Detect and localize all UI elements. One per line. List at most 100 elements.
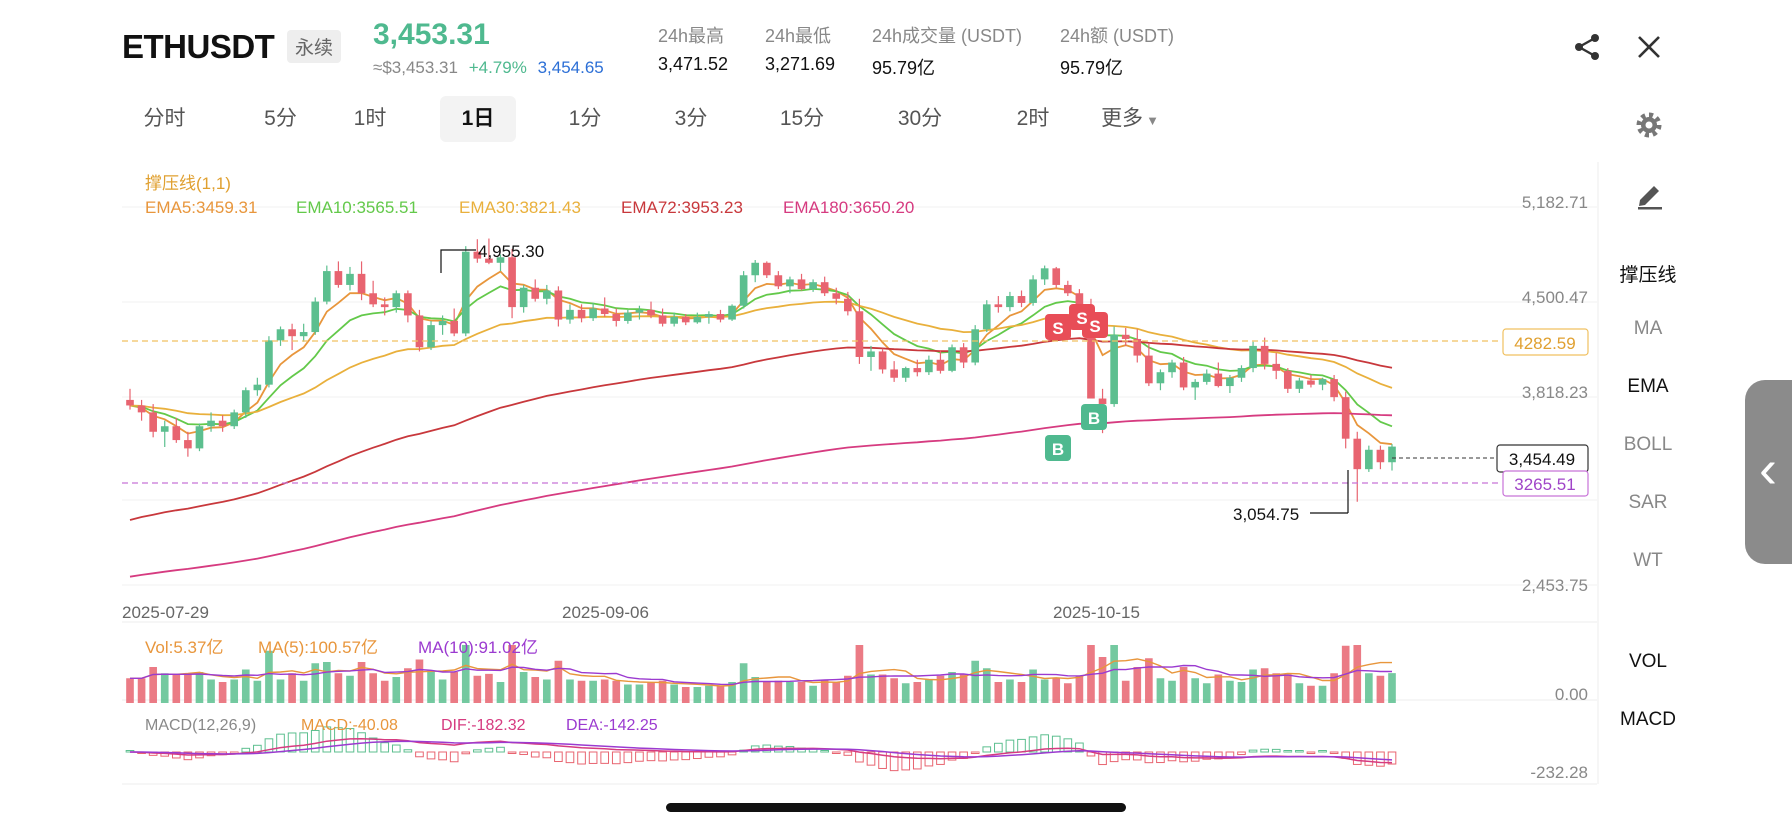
tab-15m[interactable]: 15分 bbox=[779, 107, 825, 130]
candle-body bbox=[994, 304, 1003, 308]
indicator-sar[interactable]: SAR bbox=[1628, 492, 1668, 513]
macd-bar bbox=[635, 751, 644, 762]
indicator-ema[interactable]: EMA bbox=[1627, 376, 1669, 397]
candle-body bbox=[612, 314, 621, 321]
volume-bar bbox=[994, 682, 1003, 703]
volume-bar bbox=[427, 670, 435, 703]
volume-ma-line bbox=[130, 664, 1392, 686]
candle-body bbox=[265, 340, 273, 385]
volume-bar bbox=[323, 662, 331, 703]
indicator-vol[interactable]: VOL bbox=[1628, 651, 1668, 672]
volume-bar bbox=[1075, 675, 1084, 703]
volume-bar bbox=[531, 677, 540, 703]
candle-body bbox=[1040, 268, 1049, 280]
candle-body bbox=[1283, 370, 1292, 389]
tab-1h[interactable]: 1时 bbox=[353, 107, 387, 130]
legend-ema: EMA180:3650.20 bbox=[783, 198, 914, 217]
side-drawer-handle[interactable]: ‹ bbox=[1745, 380, 1792, 564]
tab-5m[interactable]: 5分 bbox=[264, 107, 297, 130]
candle-body bbox=[427, 325, 435, 348]
candle-body bbox=[971, 329, 980, 363]
macd-bar bbox=[1387, 751, 1397, 765]
macd-bar bbox=[322, 726, 332, 753]
indicator-boll[interactable]: BOLL bbox=[1623, 434, 1673, 455]
candle-body bbox=[693, 316, 702, 323]
sell-signal bbox=[1045, 314, 1071, 340]
candle-body bbox=[890, 369, 898, 378]
pencil-icon[interactable] bbox=[1634, 178, 1666, 210]
macd-bar bbox=[1248, 749, 1258, 753]
volume-bar bbox=[1017, 682, 1026, 703]
tab-2h[interactable]: 2时 bbox=[1016, 107, 1050, 130]
indicator-ma[interactable]: MA bbox=[1633, 318, 1663, 339]
volume-bar bbox=[982, 668, 991, 703]
volume-bar bbox=[635, 684, 644, 703]
indicator-sr-line[interactable]: 撑压线 bbox=[1619, 265, 1677, 286]
candle-body bbox=[323, 271, 331, 302]
resistance-tag-label: 4282.59 bbox=[1514, 334, 1575, 353]
volume-bar bbox=[1283, 674, 1292, 703]
candle-body bbox=[1098, 398, 1107, 405]
volume-bar bbox=[392, 677, 401, 703]
sell-signal-label: S bbox=[1089, 317, 1100, 336]
date-axis-tick: 2025-07-29 bbox=[122, 603, 209, 622]
macd-bar bbox=[1329, 751, 1339, 754]
share-icon[interactable] bbox=[1570, 30, 1604, 64]
macd-bar bbox=[438, 751, 447, 761]
macd-bar bbox=[1075, 742, 1084, 753]
candle-body bbox=[728, 305, 736, 320]
stat-24h-low: 24h最低 3,271.69 bbox=[765, 22, 835, 75]
gear-icon[interactable] bbox=[1632, 108, 1666, 142]
volume-bar bbox=[485, 673, 493, 703]
candle-body bbox=[1052, 268, 1061, 285]
macd-bar bbox=[588, 751, 598, 764]
macd-bar bbox=[1283, 750, 1293, 753]
volume-bar bbox=[346, 675, 354, 703]
volume-bar bbox=[1179, 667, 1188, 703]
candle-body bbox=[589, 308, 597, 319]
candle-body bbox=[369, 293, 377, 305]
candle-body bbox=[450, 320, 459, 334]
candle-body bbox=[948, 347, 956, 371]
volume-bar bbox=[693, 687, 702, 703]
candle-body bbox=[913, 368, 922, 373]
volume-bar bbox=[670, 684, 678, 703]
macd-bar bbox=[912, 751, 922, 770]
price-axis-tick: 2,453.75 bbox=[1522, 576, 1588, 595]
candle-body bbox=[1249, 345, 1257, 369]
tab-more[interactable]: 更多 ▼ bbox=[1090, 96, 1170, 142]
candle-body bbox=[415, 315, 424, 348]
candle-body bbox=[126, 399, 134, 406]
close-icon[interactable] bbox=[1632, 30, 1666, 64]
price-axis-tick: 5,182.71 bbox=[1522, 193, 1588, 212]
macd-bar bbox=[1040, 734, 1049, 753]
volume-bar bbox=[1121, 680, 1130, 703]
candle-body bbox=[1006, 296, 1014, 308]
volume-bar bbox=[959, 674, 968, 703]
indicator-wt[interactable]: WT bbox=[1633, 550, 1663, 571]
macd-bar bbox=[542, 751, 552, 759]
symbol-title[interactable]: ETHUSDT bbox=[122, 28, 275, 65]
stat-value: 3,271.69 bbox=[765, 54, 836, 74]
macd-bar bbox=[507, 751, 517, 754]
candle-body bbox=[508, 257, 516, 308]
tab-30m[interactable]: 30分 bbox=[897, 107, 943, 130]
volume-bar bbox=[288, 673, 296, 703]
tab-3m[interactable]: 3分 bbox=[674, 107, 708, 130]
candle-body bbox=[184, 440, 192, 449]
volume-bar bbox=[820, 679, 829, 703]
tab-1d[interactable]: 1日 bbox=[440, 96, 516, 142]
candle-body bbox=[739, 275, 748, 306]
candle-body bbox=[542, 290, 551, 299]
tab-time-share[interactable]: 分时 bbox=[143, 107, 186, 130]
volume-bar bbox=[612, 680, 621, 703]
volume-bar bbox=[230, 679, 239, 703]
volume-bar bbox=[195, 672, 204, 703]
candle-body bbox=[357, 273, 366, 294]
volume-bar bbox=[149, 667, 157, 703]
indicator-macd[interactable]: MACD bbox=[1620, 709, 1676, 730]
tab-1m[interactable]: 1分 bbox=[568, 107, 602, 130]
volume-bar bbox=[786, 682, 794, 703]
sell-signal bbox=[1082, 312, 1108, 338]
